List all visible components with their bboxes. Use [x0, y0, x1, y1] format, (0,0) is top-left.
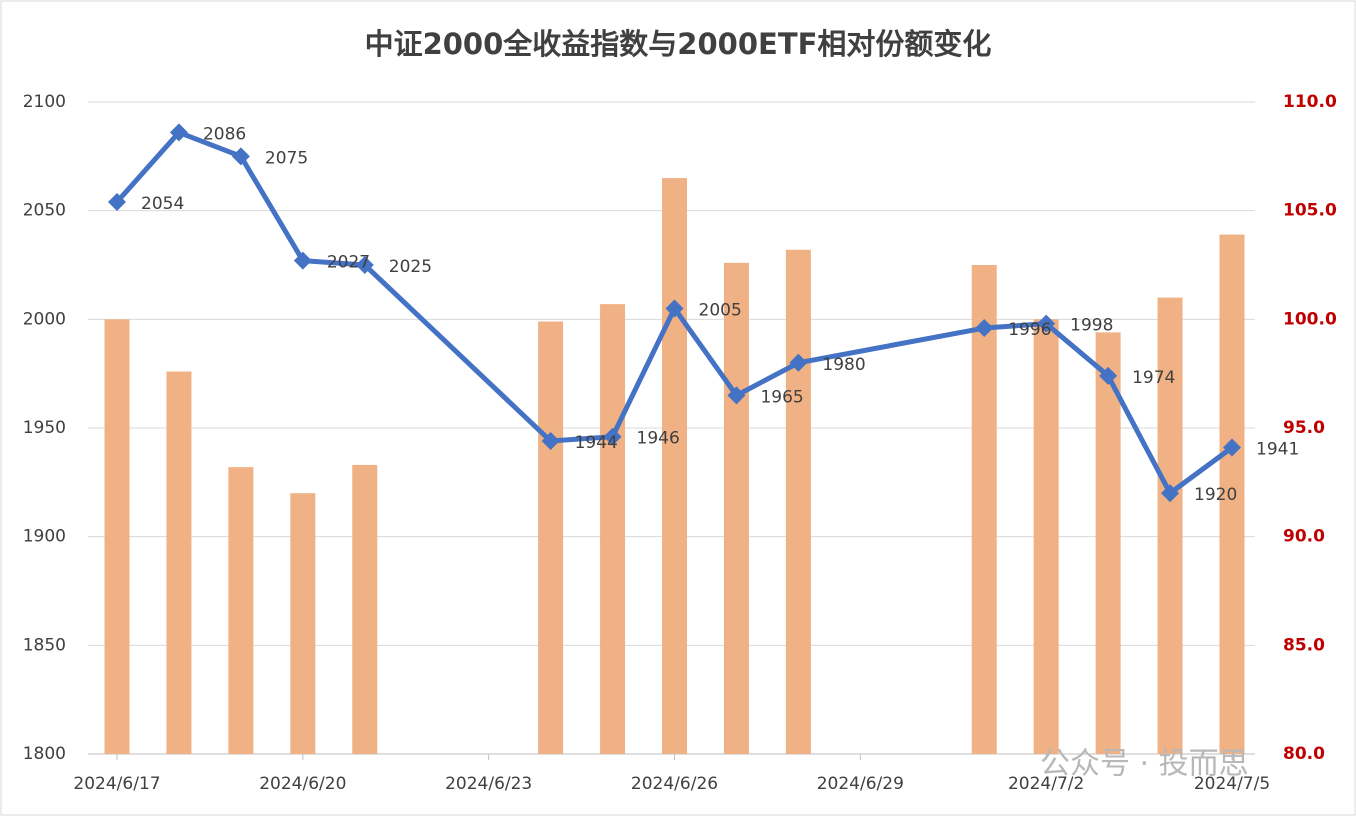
- marker: [789, 353, 808, 372]
- marker: [1223, 438, 1241, 457]
- data-label: 1980: [822, 355, 865, 375]
- data-label: 1941: [1256, 440, 1299, 460]
- data-label: 2086: [203, 124, 246, 144]
- bar: [352, 464, 378, 754]
- bar: [1157, 297, 1183, 754]
- data-label: 2005: [699, 300, 742, 320]
- marker: [975, 319, 994, 338]
- bar: [228, 467, 254, 754]
- lines: [108, 123, 1241, 503]
- bar: [1095, 332, 1121, 754]
- bar: [785, 249, 811, 754]
- data-label: 2027: [327, 253, 370, 273]
- marker: [1099, 366, 1118, 385]
- data-label: 1974: [1132, 368, 1175, 388]
- x-tick-label: 2024/7/2: [1008, 774, 1084, 794]
- bar: [290, 493, 316, 754]
- marker: [1161, 484, 1180, 503]
- data-label: 1998: [1070, 316, 1113, 336]
- labels: 1800 1850 1900 1950 2000 2050 2100 80.0 85.0 90.0…: [23, 92, 1337, 794]
- marker: [1037, 314, 1056, 333]
- data-label: 1965: [760, 387, 803, 407]
- data-label: 2075: [265, 148, 308, 168]
- marker: [293, 251, 312, 270]
- y2-tick-label: 110.0: [1283, 92, 1337, 112]
- y-tick-label: 2000: [23, 309, 66, 329]
- x-tick-label: 2024/6/23: [445, 774, 532, 794]
- x-tick-label: 2024/6/17: [73, 774, 160, 794]
- y2-tick-label: 100.0: [1283, 309, 1337, 329]
- chart-title: 中证2000全收益指数与2000ETF相对份额变化: [365, 27, 992, 61]
- data-label: 1920: [1194, 485, 1237, 505]
- y-tick-label: 1800: [23, 744, 66, 764]
- y-tick-label: 1850: [23, 635, 66, 655]
- x-tick-label: 2024/6/26: [631, 774, 718, 794]
- bar: [1033, 319, 1059, 754]
- bar: [538, 321, 564, 754]
- bar: [662, 178, 687, 755]
- y-tick-label: 1900: [23, 527, 66, 547]
- x-tick-label: 2024/6/29: [817, 774, 904, 794]
- bar: [600, 304, 626, 754]
- marker: [603, 427, 622, 446]
- marker: [169, 123, 188, 142]
- y2-tick-label: 95.0: [1283, 418, 1325, 438]
- marker: [231, 147, 250, 166]
- bars: [104, 178, 1245, 755]
- marker: [727, 386, 746, 405]
- y2-tick-label: 105.0: [1283, 201, 1337, 221]
- y-tick-label: 2100: [23, 92, 66, 112]
- marker: [355, 256, 374, 274]
- bar: [104, 319, 130, 754]
- data-label: 1944: [575, 433, 618, 453]
- y-tick-label: 2050: [23, 201, 66, 221]
- watermark: 公众号 · 投而思: [1040, 747, 1249, 782]
- marker: [541, 432, 560, 451]
- y2-tick-label: 85.0: [1283, 635, 1325, 655]
- y-tick-label: 1950: [23, 418, 66, 438]
- data-label: 2025: [389, 257, 432, 277]
- bar: [166, 371, 192, 754]
- x-tick-label: 2024/6/20: [259, 774, 346, 794]
- y2-tick-label: 90.0: [1283, 527, 1325, 547]
- bar: [971, 265, 997, 754]
- bar: [723, 262, 749, 754]
- y2-tick-label: 80.0: [1283, 744, 1325, 764]
- marker: [665, 299, 684, 318]
- bar: [1219, 234, 1245, 754]
- data-label: 2054: [141, 194, 184, 214]
- data-label: 1946: [637, 429, 680, 449]
- x-tick-label: 2024/7/5: [1194, 774, 1270, 794]
- marker: [108, 192, 126, 211]
- data-label: 1996: [1008, 320, 1051, 340]
